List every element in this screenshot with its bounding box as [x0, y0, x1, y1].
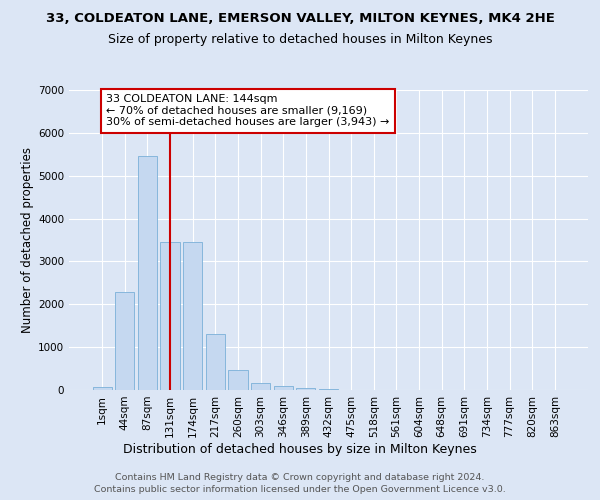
Bar — [183, 242, 202, 390]
Bar — [138, 156, 157, 390]
Bar — [115, 292, 134, 390]
Y-axis label: Number of detached properties: Number of detached properties — [21, 147, 34, 333]
Bar — [92, 386, 112, 390]
Bar — [229, 370, 248, 390]
Text: Contains HM Land Registry data © Crown copyright and database right 2024.: Contains HM Land Registry data © Crown c… — [115, 472, 485, 482]
Bar — [274, 386, 293, 390]
Text: Distribution of detached houses by size in Milton Keynes: Distribution of detached houses by size … — [123, 442, 477, 456]
Text: Size of property relative to detached houses in Milton Keynes: Size of property relative to detached ho… — [108, 32, 492, 46]
Text: 33, COLDEATON LANE, EMERSON VALLEY, MILTON KEYNES, MK4 2HE: 33, COLDEATON LANE, EMERSON VALLEY, MILT… — [46, 12, 554, 26]
Bar — [206, 334, 225, 390]
Bar — [319, 388, 338, 390]
Text: Contains public sector information licensed under the Open Government Licence v3: Contains public sector information licen… — [94, 485, 506, 494]
Text: 33 COLDEATON LANE: 144sqm
← 70% of detached houses are smaller (9,169)
30% of se: 33 COLDEATON LANE: 144sqm ← 70% of detac… — [106, 94, 389, 128]
Bar — [296, 388, 316, 390]
Bar — [251, 384, 270, 390]
Bar — [160, 242, 180, 390]
